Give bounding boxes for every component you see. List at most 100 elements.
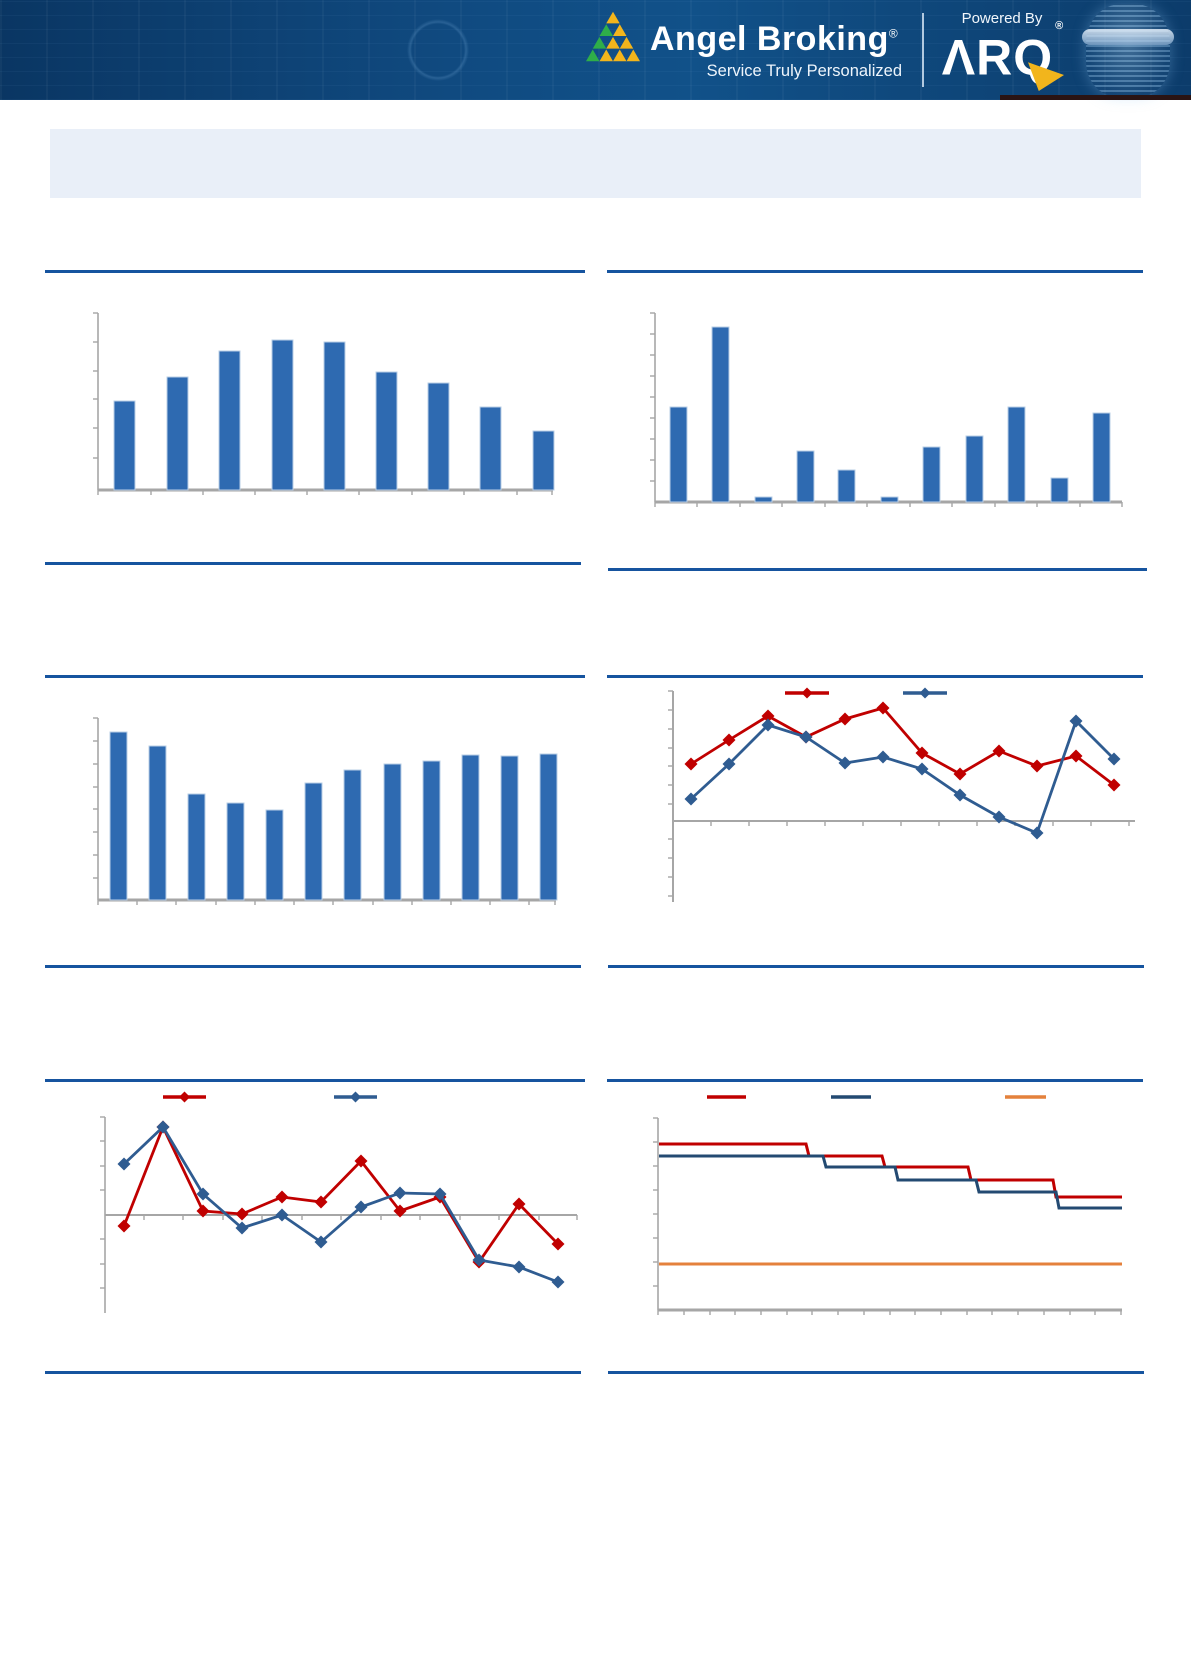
header-banner: Angel Broking® Service Truly Personalize… <box>0 0 1191 100</box>
bar <box>383 763 402 901</box>
bar <box>922 446 941 503</box>
bar <box>479 406 502 491</box>
series-blue-marker <box>953 788 967 802</box>
series-red-marker <box>512 1197 526 1211</box>
bar <box>754 496 773 503</box>
section-divider-line-9 <box>45 1079 585 1082</box>
logo-triangle <box>606 36 620 49</box>
series-blue-marker <box>156 1120 170 1134</box>
series-blue-marker <box>992 810 1006 824</box>
logo-triangle <box>619 36 634 49</box>
bar <box>375 371 398 491</box>
series-red-marker <box>1107 778 1121 792</box>
brand-tagline: Service Truly Personalized <box>706 62 902 80</box>
banner-bottom-strip <box>1000 95 1191 100</box>
series-blue-marker <box>551 1275 565 1289</box>
series-red-marker <box>393 1204 407 1218</box>
series-red-marker <box>275 1190 289 1204</box>
bar <box>113 400 136 491</box>
series-red-marker <box>722 733 736 747</box>
series-blue-marker <box>117 1157 131 1171</box>
legend-marker-diamond <box>179 1091 190 1103</box>
brand-block: Angel Broking® Service Truly Personalize… <box>650 20 902 81</box>
title-box <box>50 129 1141 198</box>
bar <box>323 341 346 491</box>
bar <box>343 769 362 901</box>
brand-name: Angel Broking® <box>650 20 902 59</box>
logo-triangle <box>599 24 613 36</box>
logo-triangle <box>592 36 607 49</box>
series-red-marker <box>992 744 1006 758</box>
logo-triangle <box>613 24 627 36</box>
bar <box>837 469 856 503</box>
section-divider-line-8 <box>608 965 1144 968</box>
registered-mark: ® <box>888 26 899 41</box>
bar-chart-top-right <box>650 312 1123 507</box>
robot-hologram-image <box>1081 4 1175 97</box>
series-blue-marker <box>876 750 890 764</box>
logo-triangle <box>613 49 627 62</box>
section-divider-line-10 <box>607 1079 1143 1082</box>
bar <box>1007 406 1026 503</box>
section-divider-line-6 <box>607 675 1143 678</box>
series-blue-marker <box>314 1235 328 1249</box>
bar <box>1050 477 1069 503</box>
series-blue <box>123 1124 559 1284</box>
series-blue-marker <box>354 1200 368 1214</box>
series-blue-marker <box>393 1186 407 1200</box>
bar <box>304 782 323 901</box>
series-blue-marker <box>1107 752 1121 766</box>
bar <box>166 376 189 491</box>
series-red-marker <box>1069 749 1083 763</box>
bar <box>422 760 441 901</box>
series-blue-marker <box>799 730 813 744</box>
series-blue <box>690 718 1115 835</box>
bar <box>532 430 555 491</box>
section-divider-line-7 <box>45 965 581 968</box>
series-blue-marker <box>915 762 929 776</box>
series-red-marker <box>684 757 698 771</box>
series-blue-marker <box>275 1208 289 1222</box>
series-red-marker <box>953 767 967 781</box>
bar <box>965 435 984 503</box>
bar <box>109 731 128 901</box>
bar <box>271 339 294 491</box>
section-divider-line-12 <box>608 1371 1144 1374</box>
bar <box>796 450 815 503</box>
robot-visor <box>1081 29 1175 46</box>
bar <box>539 753 558 901</box>
registered-mark: ® <box>1055 20 1065 32</box>
series-blue-marker <box>196 1187 210 1201</box>
series-red-marker <box>196 1204 210 1218</box>
header-divider <box>922 13 924 87</box>
section-divider-line-3 <box>45 562 581 565</box>
series-red-marker <box>761 709 775 723</box>
series-red <box>122 1123 560 1265</box>
series-blue-marker <box>1030 826 1044 840</box>
section-divider-line-1 <box>45 270 585 273</box>
legend-marker-diamond <box>919 687 931 699</box>
series-red-marker <box>876 701 890 715</box>
series-red-marker <box>1030 759 1044 773</box>
series-blue-marker <box>722 757 736 771</box>
section-divider-line-4 <box>608 568 1147 571</box>
powered-by-block: Powered By ΛRQ® <box>936 10 1068 91</box>
brand-name-text: Angel Broking <box>650 20 889 58</box>
arq-wordmark: ΛRQ® <box>936 20 1068 91</box>
series-red-marker <box>915 746 929 760</box>
bar <box>500 755 519 901</box>
series-red <box>690 706 1115 787</box>
series-blue-marker <box>512 1260 526 1274</box>
bar <box>226 802 245 901</box>
series-red-step <box>659 1142 1122 1199</box>
angel-broking-logo-icon <box>586 11 640 62</box>
series-red-marker <box>117 1219 131 1233</box>
logo-triangle <box>606 11 620 24</box>
line-chart-middle-right <box>668 687 1135 902</box>
bar <box>265 809 284 901</box>
section-divider-line-2 <box>607 270 1143 273</box>
series-blue-marker <box>761 718 775 732</box>
series-blue-marker <box>235 1221 249 1235</box>
bar <box>461 754 480 901</box>
